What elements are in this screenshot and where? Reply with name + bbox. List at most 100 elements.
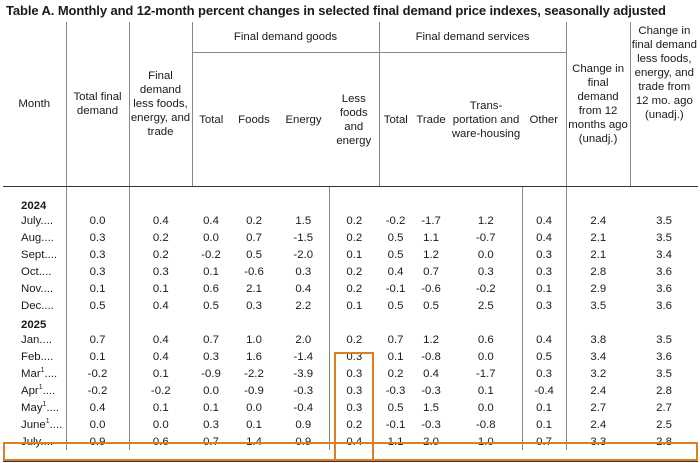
value-cell: 0.3 — [65, 263, 129, 280]
value-cell: -0.1 — [385, 282, 406, 295]
month-cell: Mar1.... — [3, 365, 66, 382]
value-cell: 2.8 — [565, 263, 631, 280]
value-cell: -0.4 — [293, 401, 314, 414]
value-cell: 0.2 — [328, 229, 380, 246]
value-cell: 0.9 — [295, 418, 312, 431]
value-cell: 0.1 — [477, 384, 494, 397]
value-cell: 0.4 — [65, 399, 129, 416]
value-cell: 0.7 — [203, 333, 219, 346]
month-label: Aug — [21, 231, 42, 244]
value-cell: 2.4 — [565, 416, 631, 433]
leader-dots: .... — [42, 384, 56, 397]
value-cell: 0.4 — [128, 331, 192, 348]
value-cell: 0.5 — [246, 248, 262, 261]
table-row: May1.... 0.4 0.1 0.1 0.0 -0.4 0.3 0.5 1.5 0.0 0.1 2… — [3, 399, 698, 416]
value-cell: 0.3 — [328, 365, 380, 382]
header-goods-total: Total — [191, 52, 230, 187]
month-cell: Sept.... — [3, 246, 66, 263]
value-cell: -1.7 — [421, 214, 441, 227]
value-cell: 1.1 — [423, 231, 439, 244]
value-cell: 3.4 — [656, 248, 672, 261]
header-fd-less-foods-energy-trade: Final demand less foods, energy, and tra… — [128, 22, 192, 187]
value-cell: 0.3 — [65, 246, 129, 263]
table-row: Oct.... 0.3 0.3 0.1 -0.6 0.3 0.2 0.4 0.7 0.3 0.3 2.… — [3, 263, 698, 280]
value-cell: 0.4 — [203, 214, 219, 227]
value-cell: 0.3 — [477, 265, 494, 278]
page-title: Table A. Monthly and 12-month percent ch… — [6, 3, 666, 18]
header-services-transport: Trans-portation and ware-housing — [450, 52, 523, 187]
month-cell: Aug.... — [3, 229, 66, 246]
value-cell: 2.4 — [565, 382, 631, 399]
value-cell: 0.0 — [65, 212, 129, 229]
value-cell: 0.6 — [477, 333, 494, 346]
value-cell: 0.3 — [65, 229, 129, 246]
value-cell: 0.7 — [423, 265, 439, 278]
value-cell: 3.5 — [656, 231, 672, 244]
header-total-final-demand: Total final demand — [65, 22, 129, 187]
leader-dots: .... — [44, 248, 58, 261]
header-goods-energy: Energy — [278, 52, 329, 187]
value-cell: 3.5 — [565, 297, 631, 314]
value-cell: 0.7 — [521, 433, 567, 450]
value-cell: 3.5 — [656, 367, 672, 380]
value-cell: -0.2 — [128, 382, 192, 399]
value-cell: 0.3 — [328, 399, 380, 416]
value-cell: 0.0 — [477, 248, 494, 261]
value-cell: 0.1 — [246, 418, 262, 431]
value-cell: 0.0 — [477, 401, 494, 414]
value-cell: 0.7 — [246, 231, 262, 244]
value-cell: 0.0 — [65, 416, 129, 433]
value-cell: 0.4 — [128, 212, 192, 229]
table-row: Nov.... 0.1 0.1 0.6 2.1 0.4 0.2 -0.1 -0.6 -0.2 0.1… — [3, 280, 698, 297]
table-row: Apr1.... -0.2 -0.2 0.0 -0.9 -0.3 0.3 -0.3 -0.3 0.… — [3, 382, 698, 399]
value-cell: 0.5 — [387, 248, 404, 261]
month-label: Nov — [21, 282, 41, 295]
value-cell: 3.4 — [565, 348, 631, 365]
value-cell: 0.1 — [521, 399, 567, 416]
table-row: July.... 0.0 0.4 0.4 0.2 1.5 0.2 -0.2 -1.7 1.2 0.4… — [3, 212, 698, 229]
value-cell: 3.5 — [656, 333, 672, 346]
value-cell: -2.2 — [244, 367, 264, 380]
value-cell: 0.0 — [203, 231, 219, 244]
value-cell: 3.5 — [656, 214, 672, 227]
month-label: May — [21, 401, 43, 414]
value-cell: 1.5 — [295, 214, 312, 227]
value-cell: 0.6 — [128, 433, 192, 450]
month-label: Apr — [21, 384, 39, 397]
value-cell: 3.6 — [656, 265, 672, 278]
value-cell: 0.3 — [521, 297, 567, 314]
leader-dots: .... — [40, 214, 54, 227]
value-cell: 1.2 — [423, 333, 439, 346]
value-cell: 0.0 — [203, 384, 219, 397]
value-cell: 0.1 — [387, 350, 404, 363]
value-cell: 2.1 — [565, 246, 631, 263]
value-cell: 0.1 — [521, 416, 567, 433]
leader-dots: .... — [39, 333, 53, 346]
value-cell: 3.6 — [656, 282, 672, 295]
value-cell: 0.5 — [387, 231, 404, 244]
value-cell: 2.1 — [565, 229, 631, 246]
value-cell: 0.2 — [328, 416, 380, 433]
value-cell: 2.7 — [656, 401, 672, 414]
value-cell: 2.9 — [565, 280, 631, 297]
value-cell: 0.7 — [203, 435, 219, 448]
value-cell: -0.3 — [421, 418, 441, 431]
value-cell: 1.6 — [246, 350, 262, 363]
value-cell: 0.2 — [328, 331, 380, 348]
month-label: Dec — [21, 299, 42, 312]
value-cell: -0.7 — [475, 231, 496, 244]
leader-dots: .... — [40, 350, 54, 363]
header-services-total: Total — [378, 52, 413, 187]
year-label: 2025 — [21, 319, 47, 331]
table-row: Aug.... 0.3 0.2 0.0 0.7 -1.5 0.2 0.5 1.1 -0.7 0.4 2… — [3, 229, 698, 246]
header-goods-foods: Foods — [230, 52, 278, 187]
value-cell: 2.0 — [423, 435, 439, 448]
month-cell: June1.... — [3, 416, 66, 433]
value-cell: 0.2 — [128, 246, 192, 263]
value-cell: 0.1 — [328, 297, 380, 314]
value-cell: 1.1 — [387, 435, 404, 448]
value-cell: 0.9 — [295, 435, 312, 448]
month-cell: July.... — [3, 433, 66, 450]
revision-footnote-marker: 1 — [42, 400, 47, 408]
leader-dots: .... — [49, 418, 63, 431]
